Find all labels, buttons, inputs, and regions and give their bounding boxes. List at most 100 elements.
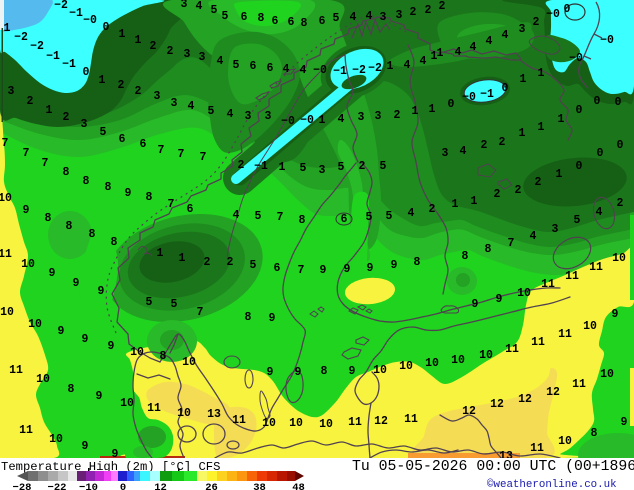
svg-text:12: 12	[154, 482, 167, 490]
svg-text:9: 9	[108, 340, 115, 353]
svg-text:9: 9	[98, 285, 105, 298]
svg-text:10: 10	[558, 435, 572, 448]
svg-text:2: 2	[499, 136, 506, 149]
svg-text:1: 1	[471, 195, 478, 208]
svg-text:8: 8	[258, 12, 265, 25]
svg-text:−0: −0	[281, 115, 295, 128]
svg-text:−0: −0	[600, 34, 614, 47]
svg-text:6: 6	[241, 11, 248, 24]
svg-text:9: 9	[82, 333, 89, 346]
svg-text:7: 7	[298, 264, 305, 277]
svg-text:0: 0	[597, 147, 604, 160]
svg-text:8: 8	[105, 181, 112, 194]
svg-text:7: 7	[197, 306, 204, 319]
svg-text:9: 9	[472, 298, 479, 311]
svg-text:48: 48	[292, 482, 305, 490]
svg-text:−28: −28	[13, 482, 32, 490]
svg-text:4: 4	[300, 64, 307, 77]
svg-text:4: 4	[338, 113, 345, 126]
svg-text:−10: −10	[79, 482, 98, 490]
svg-text:4: 4	[350, 11, 357, 24]
svg-text:8: 8	[89, 228, 96, 241]
svg-text:1: 1	[538, 121, 545, 134]
svg-text:−0: −0	[462, 91, 476, 104]
svg-text:4: 4	[217, 55, 224, 68]
svg-text:©weatheronline.co.uk: ©weatheronline.co.uk	[487, 479, 617, 490]
svg-text:10: 10	[120, 397, 134, 410]
svg-text:2: 2	[63, 111, 70, 124]
svg-text:11: 11	[232, 414, 246, 427]
svg-text:1: 1	[387, 60, 394, 73]
svg-text:10: 10	[0, 192, 12, 205]
svg-text:9: 9	[49, 267, 56, 280]
svg-text:8: 8	[83, 175, 90, 188]
svg-text:7: 7	[200, 151, 207, 164]
svg-text:−1: −1	[69, 7, 83, 20]
svg-text:−2: −2	[30, 40, 44, 53]
svg-text:1: 1	[179, 252, 186, 265]
svg-text:−1: −1	[480, 88, 494, 101]
svg-text:9: 9	[612, 308, 619, 321]
svg-text:5: 5	[250, 259, 257, 272]
svg-text:4: 4	[596, 206, 603, 219]
svg-text:−1: −1	[46, 50, 60, 63]
svg-text:7: 7	[2, 137, 9, 150]
svg-text:8: 8	[301, 17, 308, 30]
svg-text:9: 9	[320, 264, 327, 277]
svg-text:4: 4	[227, 108, 234, 121]
svg-text:4: 4	[486, 35, 493, 48]
svg-text:−2: −2	[368, 62, 382, 75]
svg-text:8: 8	[245, 311, 252, 324]
svg-text:5: 5	[171, 298, 178, 311]
svg-text:−1: −1	[254, 160, 268, 173]
svg-text:−0: −0	[300, 114, 314, 127]
svg-text:5: 5	[211, 4, 218, 17]
svg-text:9: 9	[125, 187, 132, 200]
svg-text:12: 12	[490, 398, 504, 411]
svg-text:9: 9	[367, 262, 374, 275]
svg-text:11: 11	[565, 270, 579, 283]
svg-text:8: 8	[146, 191, 153, 204]
svg-text:5: 5	[574, 214, 581, 227]
svg-text:10: 10	[600, 368, 614, 381]
svg-text:−22: −22	[48, 482, 67, 490]
svg-text:11: 11	[589, 261, 603, 274]
svg-text:9: 9	[112, 448, 119, 461]
svg-text:7: 7	[158, 144, 165, 157]
svg-text:0: 0	[594, 95, 601, 108]
svg-text:3: 3	[8, 85, 15, 98]
svg-text:5: 5	[222, 10, 229, 23]
svg-text:9: 9	[621, 416, 628, 429]
svg-text:0: 0	[617, 139, 624, 152]
svg-text:6: 6	[119, 133, 126, 146]
svg-text:−1: −1	[333, 65, 347, 78]
svg-text:1: 1	[4, 22, 11, 35]
svg-text:9: 9	[349, 365, 356, 378]
svg-text:0: 0	[576, 160, 583, 173]
svg-text:10: 10	[612, 252, 626, 265]
svg-text:1: 1	[429, 103, 436, 116]
svg-text:8: 8	[462, 250, 469, 263]
svg-text:2: 2	[150, 40, 157, 53]
svg-text:4: 4	[283, 63, 290, 76]
svg-text:0: 0	[103, 21, 110, 34]
svg-text:7: 7	[277, 211, 284, 224]
svg-text:4: 4	[455, 46, 462, 59]
svg-text:5: 5	[233, 59, 240, 72]
svg-text:2: 2	[238, 159, 245, 172]
svg-text:4: 4	[404, 59, 411, 72]
svg-text:7: 7	[42, 157, 49, 170]
svg-text:5: 5	[146, 296, 153, 309]
svg-text:12: 12	[462, 405, 476, 418]
svg-text:8: 8	[299, 214, 306, 227]
svg-text:2: 2	[617, 197, 624, 210]
svg-text:2: 2	[118, 79, 125, 92]
svg-text:2: 2	[429, 203, 436, 216]
svg-text:2: 2	[27, 95, 34, 108]
svg-text:4: 4	[470, 41, 477, 54]
svg-text:5: 5	[300, 162, 307, 175]
svg-text:4: 4	[530, 230, 537, 243]
svg-text:10: 10	[373, 364, 387, 377]
svg-text:10: 10	[517, 287, 531, 300]
svg-text:9: 9	[267, 366, 274, 379]
